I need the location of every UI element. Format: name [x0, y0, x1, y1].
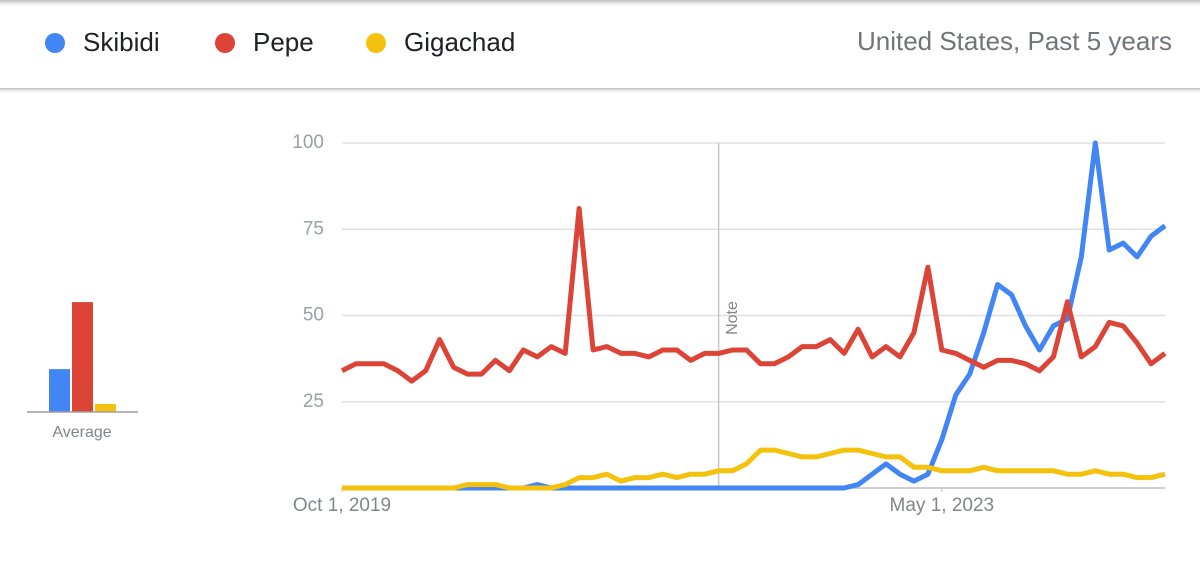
- legend-dot: [45, 33, 65, 53]
- y-tick-label: 100: [292, 132, 324, 153]
- header-shadow: [0, 88, 1200, 94]
- top-shadow: [0, 0, 1200, 8]
- series-line: [340, 206, 1167, 384]
- header-bar: [0, 0, 1200, 88]
- y-tick-label: 75: [303, 218, 324, 239]
- average-bar: [95, 403, 116, 412]
- average-label: Average: [52, 424, 111, 441]
- legend-label: Gigachad: [404, 27, 515, 57]
- legend-label: Skibidi: [83, 27, 160, 57]
- x-tick-label: May 1, 2023: [890, 495, 995, 516]
- region-label: United States, Past 5 years: [857, 26, 1172, 56]
- legend-dot: [366, 33, 386, 53]
- legend-dot: [215, 33, 235, 53]
- legend-label: Pepe: [253, 27, 314, 57]
- average-bar: [72, 302, 93, 412]
- y-tick-label: 50: [303, 305, 324, 326]
- average-bar: [49, 369, 70, 412]
- x-tick-label: Oct 1, 2019: [293, 495, 391, 516]
- note-label: Note: [724, 301, 741, 335]
- series-line: [342, 140, 1167, 491]
- series-line: [342, 447, 1166, 491]
- y-tick-label: 25: [303, 391, 324, 412]
